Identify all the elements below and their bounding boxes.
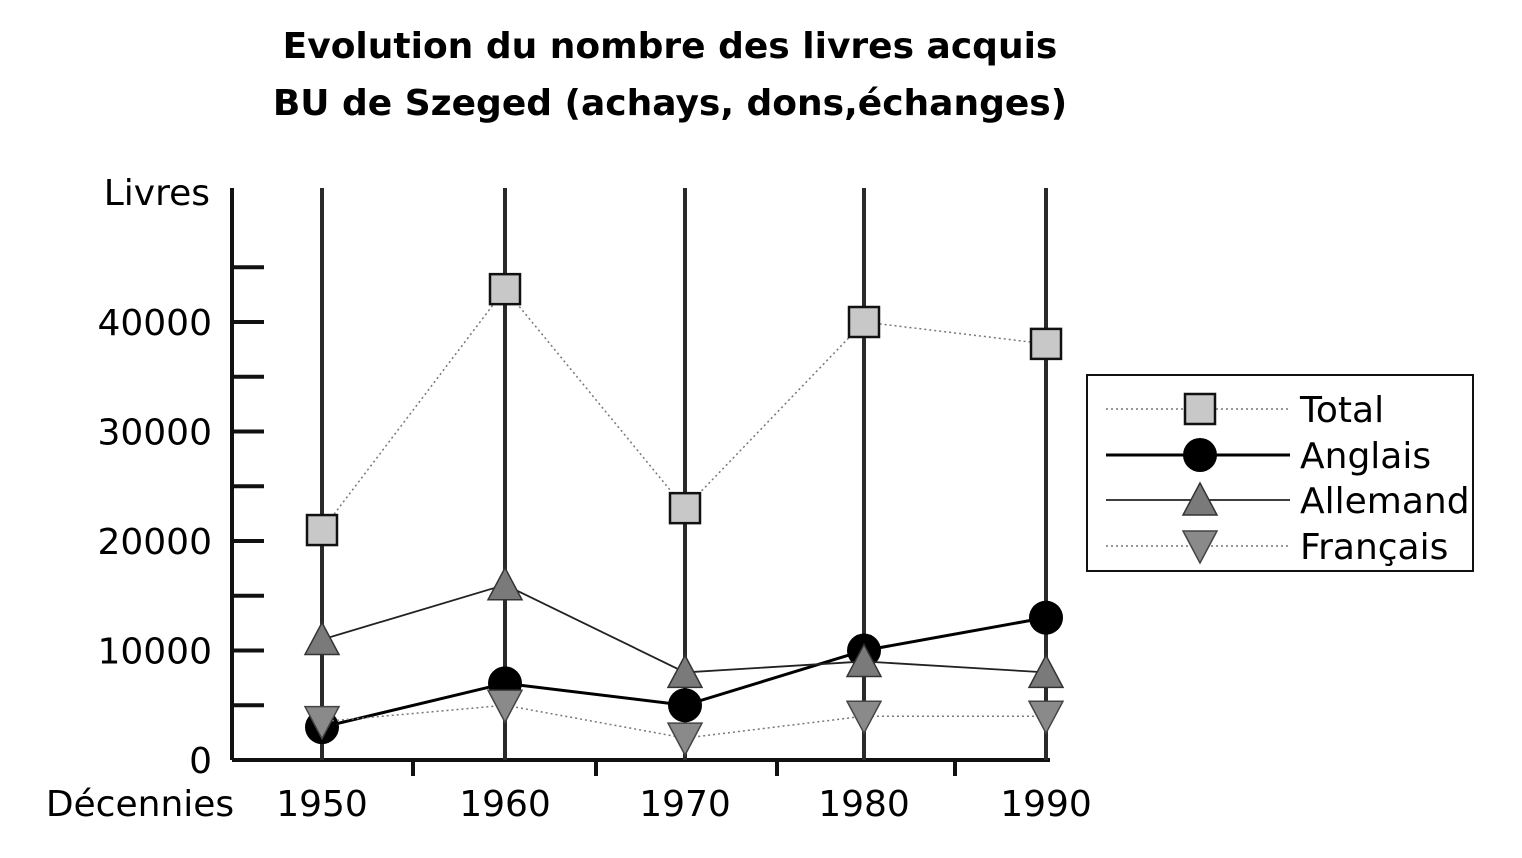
legend-item-allemand: Allemand <box>1106 481 1470 522</box>
marker-allemand-1980 <box>845 642 883 678</box>
marker-total-1970 <box>668 491 702 525</box>
legend-label: Français <box>1300 527 1448 568</box>
marker-allemand-1990 <box>1027 653 1065 689</box>
y-axis-label: Livres <box>104 173 210 214</box>
x-tick-label: 1980 <box>818 784 910 825</box>
y-tick-label: 30000 <box>97 413 212 454</box>
marker-francais-1960 <box>486 689 524 724</box>
legend-marker-anglais <box>1183 438 1217 472</box>
marker-francais-1970 <box>666 722 704 757</box>
y-tick-label: 0 <box>189 741 212 782</box>
marker-total-1950 <box>305 513 339 547</box>
marker-allemand-1970 <box>666 653 704 689</box>
y-tick-label: 10000 <box>97 632 212 673</box>
x-axis-label: Décennies <box>46 784 234 825</box>
legend-label: Total <box>1299 390 1384 431</box>
chart-title-line-1: Evolution du nombre des livres acquis <box>283 26 1058 67</box>
legend-label: Anglais <box>1300 436 1431 477</box>
marker-allemand-1960 <box>486 566 524 601</box>
marker-francais-1950 <box>303 705 341 741</box>
legend-marker-total <box>1183 392 1217 426</box>
legend-box <box>1086 374 1474 572</box>
marker-allemand-1950 <box>303 620 341 656</box>
x-tick-label: 1960 <box>459 784 551 825</box>
series-francais <box>303 689 1065 757</box>
marker-francais-1980 <box>845 700 883 735</box>
legend-label: Allemand <box>1300 481 1470 522</box>
x-tick-label: 1950 <box>276 784 368 825</box>
legend-item-total: Total <box>1106 390 1384 431</box>
y-tick-label: 40000 <box>97 303 212 344</box>
series-total <box>305 272 1063 547</box>
marker-total-1960 <box>488 272 522 306</box>
marker-total-1980 <box>847 305 881 339</box>
series-allemand <box>303 566 1065 689</box>
x-tick-label: 1970 <box>639 784 731 825</box>
marker-anglais-1990 <box>1029 600 1063 635</box>
chart-title-line-2: BU de Szeged (achays, dons,échanges) <box>273 83 1067 124</box>
legend-marker-allemand <box>1181 481 1219 516</box>
marker-total-1990 <box>1029 327 1063 361</box>
marker-francais-1990 <box>1027 700 1065 735</box>
legend-item-anglais: Anglais <box>1106 436 1431 477</box>
y-tick-label: 20000 <box>97 522 212 563</box>
marker-anglais-1970 <box>668 688 702 723</box>
x-tick-label: 1990 <box>1000 784 1092 825</box>
legend-item-francais: Français <box>1106 527 1448 568</box>
legend-marker-francais <box>1181 530 1219 565</box>
